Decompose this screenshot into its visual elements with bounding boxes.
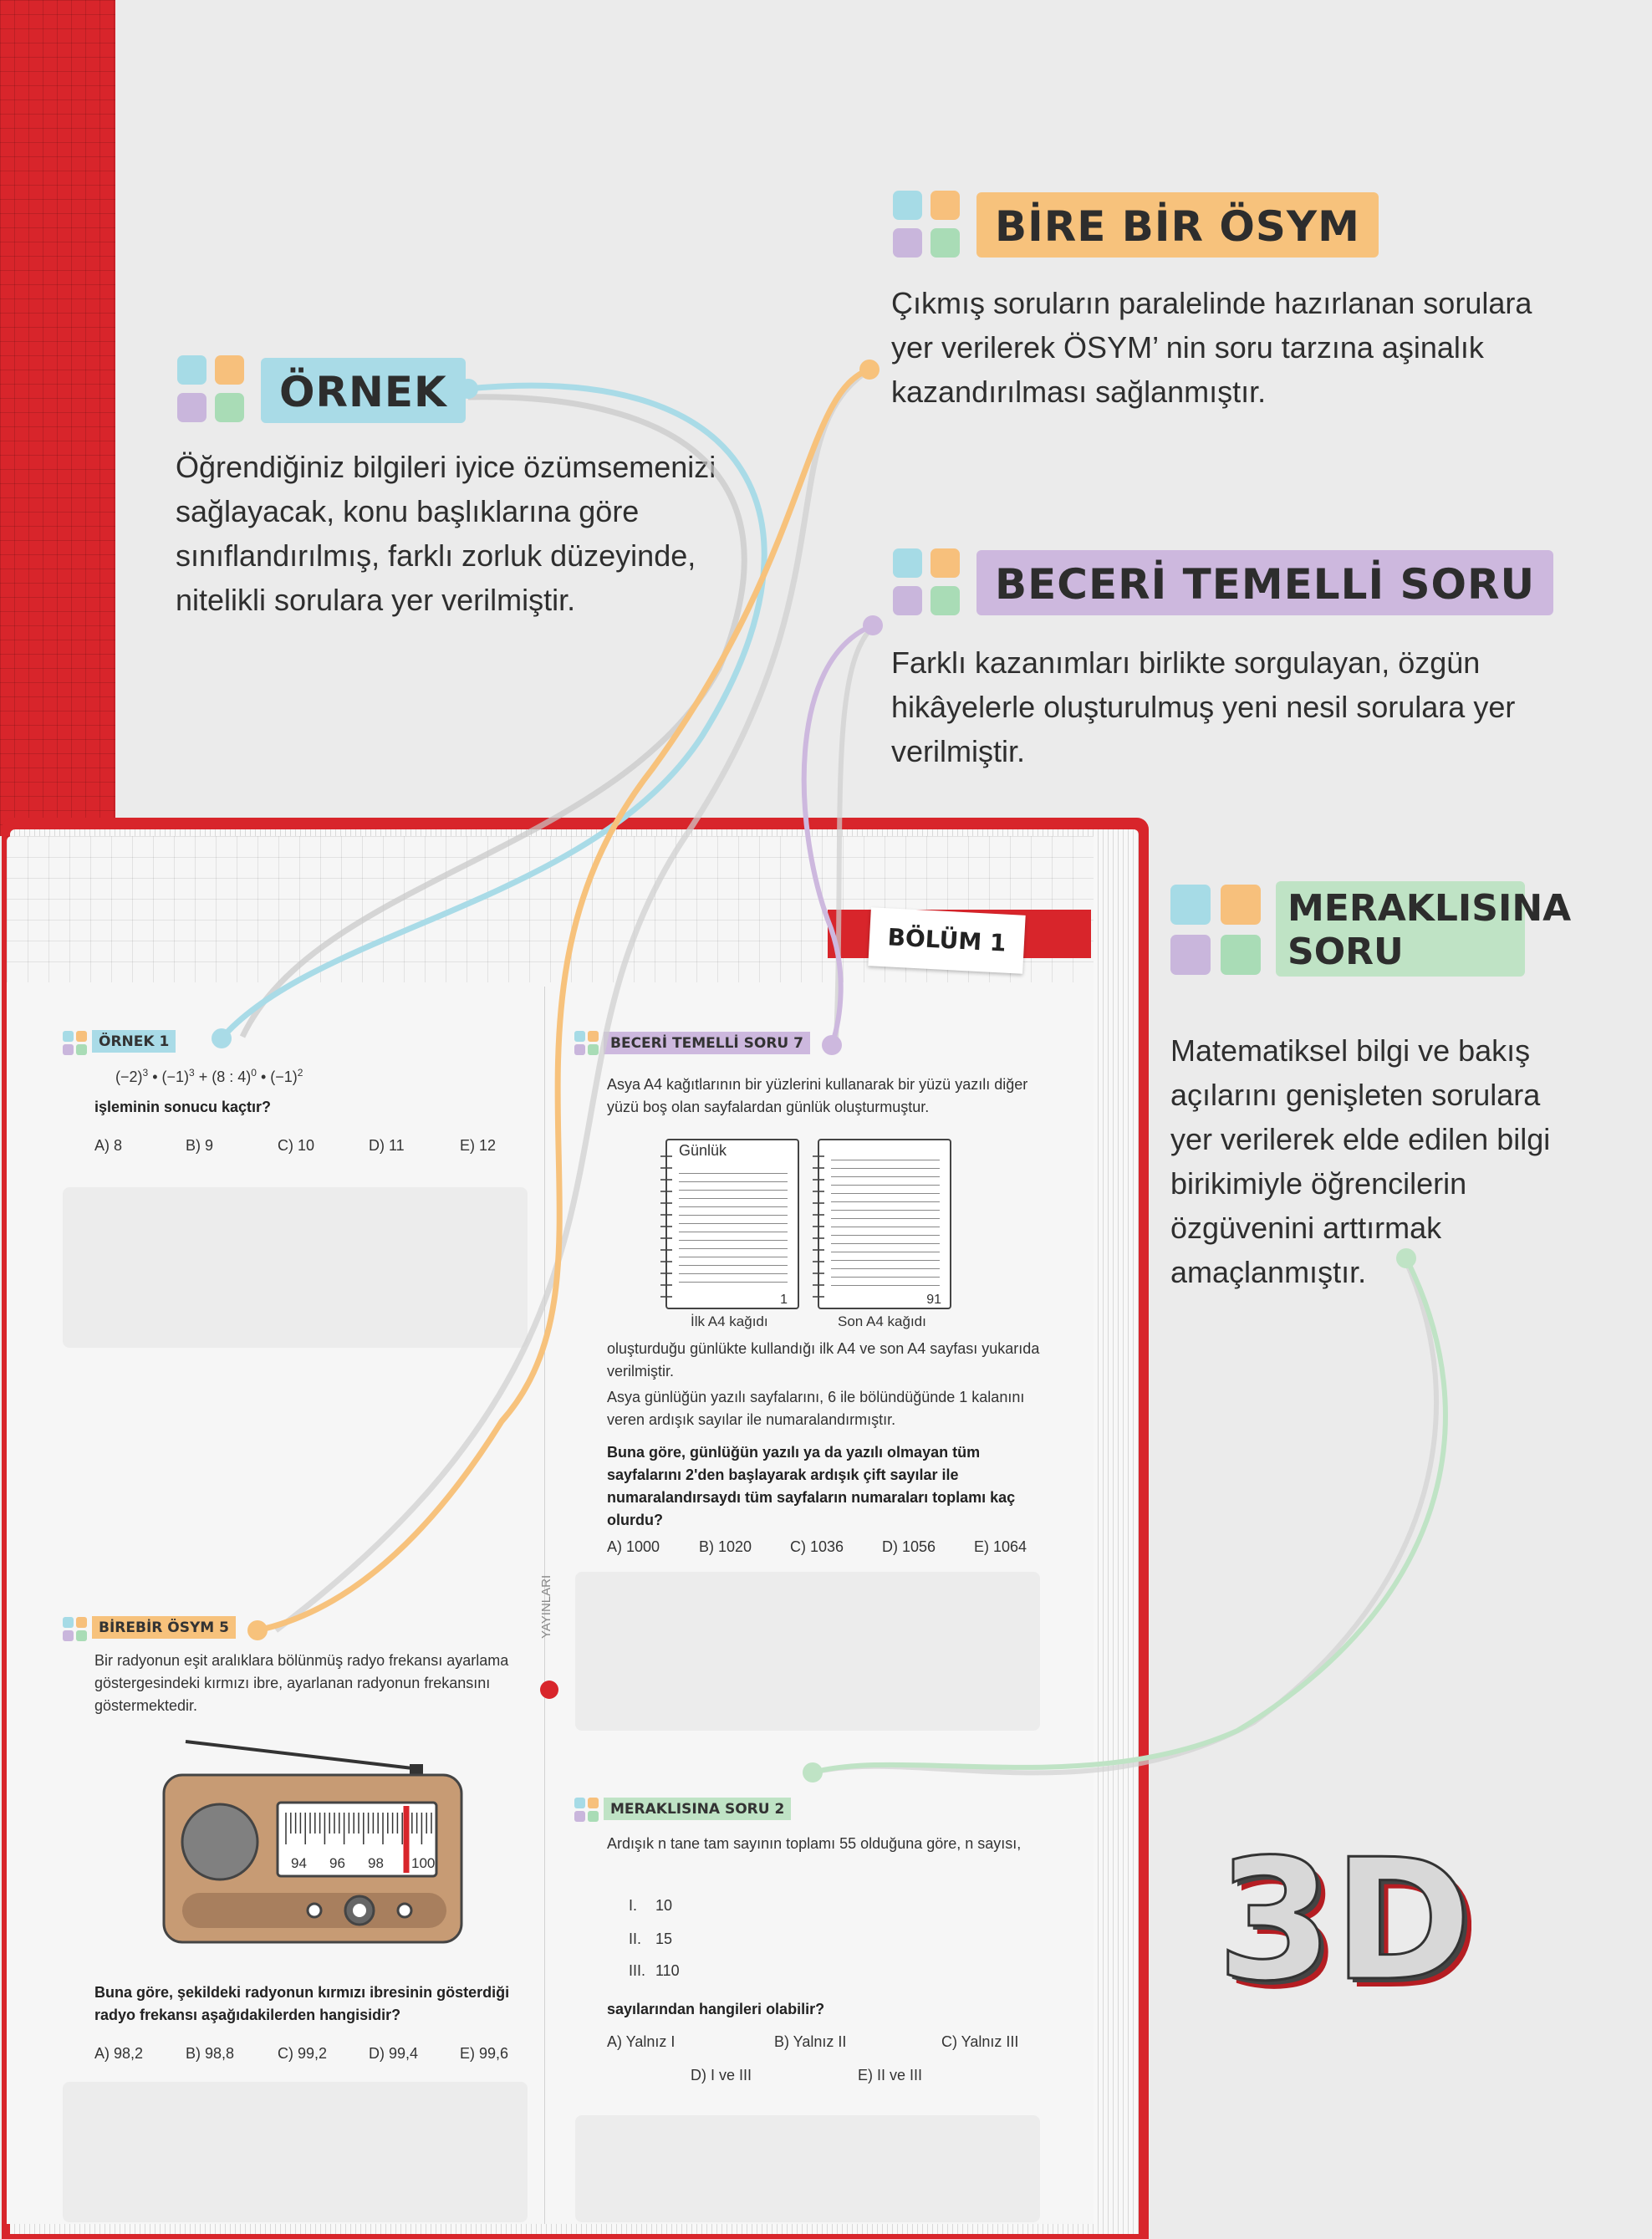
merak-category-icon bbox=[1170, 885, 1261, 975]
birebir-category-icon bbox=[893, 191, 961, 259]
chapter-label: BÖLÜM 1 bbox=[868, 907, 1026, 974]
3d-logo-shadow: 3D bbox=[1225, 1832, 1471, 2015]
merak2-text: Ardışık n tane tam sayının toplamı 55 ol… bbox=[607, 1835, 1022, 1852]
merak2-item-2: II. 15 bbox=[629, 1930, 673, 1947]
birebir5-text: Bir radyonun eşit aralıklara bölünmüş ra… bbox=[94, 1652, 509, 1714]
3d-logo-depth: 3D bbox=[1221, 1828, 1471, 2015]
birebir5-icon bbox=[63, 1617, 88, 1642]
ornek-callout-title: ÖRNEK bbox=[261, 358, 466, 423]
ornek1-question: işleminin sonucu kaçtır? bbox=[94, 1099, 272, 1115]
ornek1-solution-box[interactable] bbox=[63, 1187, 528, 1348]
dial-label-94: 94 bbox=[291, 1855, 307, 1871]
publisher-logo-mark bbox=[540, 1681, 558, 1699]
notebook1-page-number: 1 bbox=[780, 1293, 788, 1307]
merak2-option-d[interactable]: D) I ve III bbox=[691, 2067, 752, 2083]
ornek1-option-d[interactable]: D) 11 bbox=[369, 1137, 405, 1154]
publisher-vertical-text: YAYINLARI bbox=[539, 1574, 553, 1639]
merak2-solution-box[interactable] bbox=[575, 2115, 1040, 2222]
merak2-tag: MERAKLISINA SORU 2 bbox=[604, 1798, 792, 1820]
beceri7-option-d[interactable]: D) 1056 bbox=[882, 1538, 936, 1555]
beceri7-icon bbox=[574, 1031, 599, 1056]
merak2-option-e[interactable]: E) II ve III bbox=[858, 2067, 923, 2083]
dial-label-96: 96 bbox=[329, 1855, 345, 1871]
notebook1-caption: İlk A4 kağıdı bbox=[691, 1313, 768, 1329]
notebook-last-page: 91 bbox=[818, 1139, 951, 1309]
notebook1-title: Günlük bbox=[679, 1142, 727, 1159]
birebir5-question: Buna göre, şekildeki radyonun kırmızı ib… bbox=[94, 1984, 510, 2023]
beceri-callout-title: BECERİ TEMELLİ SORU bbox=[976, 550, 1554, 615]
radio-illustration: 94 96 98 100 bbox=[162, 1740, 463, 1944]
merak2-icon bbox=[574, 1798, 599, 1823]
merak2-item-1: I. 10 bbox=[629, 1897, 673, 1914]
notebook1-binding-rings bbox=[660, 1145, 672, 1304]
birebir5-option-c[interactable]: C) 99,2 bbox=[278, 2045, 328, 2062]
ornek-callout-text: Öğrendiğiniz bilgileri iyice özümsemeniz… bbox=[176, 450, 716, 617]
ornek1-option-a[interactable]: A) 8 bbox=[94, 1137, 123, 1154]
ornek1-expression: (−2)3 • (−1)3 + (8 : 4)0 • (−1)2 bbox=[115, 1067, 303, 1085]
birebir5-option-d[interactable]: D) 99,4 bbox=[369, 2045, 419, 2062]
3d-logo: 3D 3D 3D bbox=[1221, 1823, 1471, 2016]
beceri7-option-a[interactable]: A) 1000 bbox=[607, 1538, 660, 1555]
beceri7-question: Buna göre, günlüğün yazılı ya da yazılı … bbox=[607, 1444, 1016, 1528]
radio-dial-ticks bbox=[285, 1813, 432, 1844]
ornek1-icon bbox=[63, 1031, 88, 1056]
birebir5-option-b[interactable]: B) 98,8 bbox=[186, 2045, 235, 2062]
notebook2-binding-rings bbox=[813, 1145, 824, 1304]
merak-callout-title-line1: MERAKLISINA bbox=[1287, 887, 1572, 930]
beceri7-text3: Asya günlüğün yazılı sayfalarını, 6 ile … bbox=[607, 1389, 1025, 1428]
beceri7-option-e[interactable]: E) 1064 bbox=[974, 1538, 1027, 1555]
beceri-callout-text: Farklı kazanımları birlikte sorgulayan, … bbox=[891, 645, 1516, 768]
ornek1-tag: ÖRNEK 1 bbox=[92, 1030, 176, 1053]
notebook2-page-number: 91 bbox=[926, 1293, 941, 1307]
birebir-callout-text: Çıkmış soruların paralelinde hazırlanan … bbox=[891, 286, 1532, 409]
dial-label-98: 98 bbox=[368, 1855, 384, 1871]
merak2-question: sayılarından hangileri olabilir? bbox=[607, 2001, 825, 2017]
beceri-category-icon bbox=[893, 548, 961, 617]
notebook2-caption: Son A4 kağıdı bbox=[838, 1313, 926, 1329]
birebir-connector-start-dot bbox=[859, 360, 880, 380]
beceri7-text2: oluşturduğu günlükte kullandığı ilk A4 v… bbox=[607, 1340, 1040, 1380]
birebir-callout-title: BİRE BİR ÖSYM bbox=[976, 192, 1379, 258]
3d-logo-face: 3D bbox=[1221, 1823, 1471, 2015]
beceri-connector-start-dot bbox=[863, 615, 883, 635]
dial-label-100: 100 bbox=[411, 1855, 435, 1871]
ornek1-option-b[interactable]: B) 9 bbox=[186, 1137, 214, 1154]
beceri7-option-c[interactable]: C) 1036 bbox=[790, 1538, 844, 1555]
merak-callout-title-bg: MERAKLISINA SORU bbox=[1276, 881, 1571, 977]
merak-callout-title-line2: SORU bbox=[1287, 931, 1404, 973]
ornek1-option-c[interactable]: C) 10 bbox=[278, 1137, 315, 1154]
ornek-category-icon bbox=[177, 355, 246, 424]
notebook1-lines bbox=[679, 1165, 788, 1289]
merak-callout-text: Matematiksel bilgi ve bakış açılarını ge… bbox=[1170, 1033, 1551, 1289]
notebook-first-page: Günlük 1 bbox=[665, 1139, 799, 1309]
beceri7-tag: BECERİ TEMELLİ SORU 7 bbox=[604, 1032, 810, 1054]
beceri7-solution-box[interactable] bbox=[575, 1572, 1040, 1731]
birebir5-option-a[interactable]: A) 98,2 bbox=[94, 2045, 144, 2062]
birebir5-solution-box[interactable] bbox=[63, 2082, 528, 2222]
merak2-option-a[interactable]: A) Yalnız I bbox=[607, 2033, 676, 2050]
notebook2-lines bbox=[831, 1152, 940, 1289]
birebir5-option-e[interactable]: E) 99,6 bbox=[460, 2045, 509, 2062]
merak2-item-3: III. 110 bbox=[629, 1962, 680, 1979]
merak2-option-c[interactable]: C) Yalnız III bbox=[941, 2033, 1019, 2050]
birebir5-tag: BİREBİR ÖSYM 5 bbox=[92, 1616, 236, 1639]
beceri7-text1: Asya A4 kağıtlarının bir yüzlerini kulla… bbox=[607, 1076, 1028, 1115]
ornek1-option-e[interactable]: E) 12 bbox=[460, 1137, 497, 1154]
beceri7-option-b[interactable]: B) 1020 bbox=[699, 1538, 752, 1555]
decorative-red-strip bbox=[0, 0, 115, 836]
merak2-option-b[interactable]: B) Yalnız II bbox=[774, 2033, 847, 2050]
